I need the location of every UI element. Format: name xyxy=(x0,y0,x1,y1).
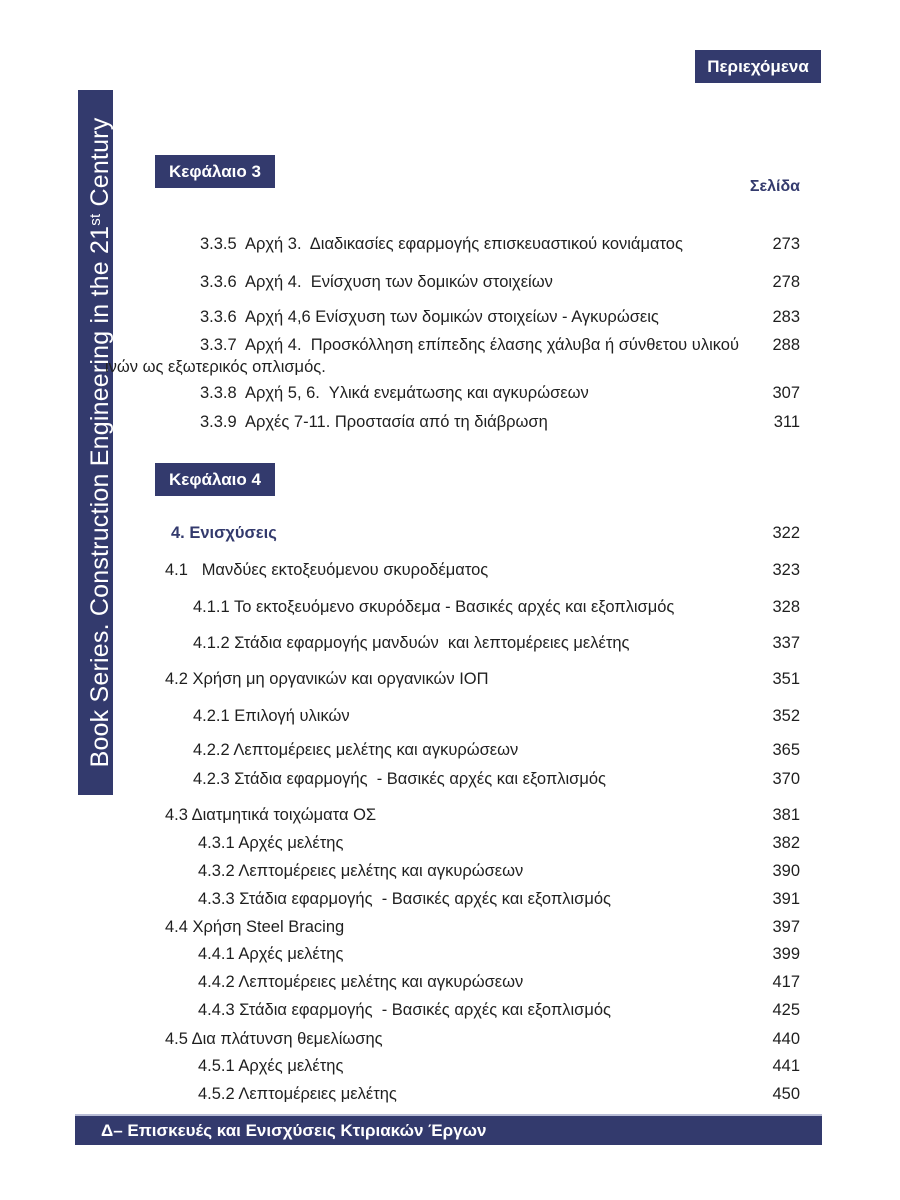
page-column-label: Σελίδα xyxy=(749,178,800,195)
toc-entry-title: 4.3.1 Αρχές μελέτης xyxy=(198,834,344,852)
toc-entry-title: 4. Ενισχύσεις xyxy=(171,524,277,542)
toc-entry-page: 323 xyxy=(772,561,800,579)
toc-row: 3.3.8 Αρχή 5, 6. Υλικά ενεμάτωσης και αγ… xyxy=(105,382,800,404)
toc-entry-page: 441 xyxy=(772,1057,800,1075)
toc-entry-page: 337 xyxy=(772,634,800,652)
toc-entry-page: 397 xyxy=(772,918,800,936)
toc-entry-page: 328 xyxy=(772,598,800,616)
toc-entry-page: 391 xyxy=(772,890,800,908)
toc-entry-title: 3.3.7 Αρχή 4. Προσκόλληση επίπεδης έλαση… xyxy=(105,336,739,376)
toc-entry-page: 399 xyxy=(772,945,800,963)
toc-row: 4.2 Χρήση μη οργανικών και οργανικών ΙΟΠ… xyxy=(105,668,800,690)
book-series-title-sup: st xyxy=(87,213,104,226)
toc-entry-page: 381 xyxy=(772,806,800,824)
toc-entry-page: 370 xyxy=(772,770,800,788)
toc-entry-page: 351 xyxy=(772,670,800,688)
toc-entry-title: 4.2.1 Επιλογή υλικών xyxy=(193,707,350,725)
toc-entry-title: 4.2 Χρήση μη οργανικών και οργανικών ΙΟΠ xyxy=(165,670,489,688)
chapter-4-badge: Κεφάλαιο 4 xyxy=(155,463,275,496)
toc-entry-title: 4.5.1 Αρχές μελέτης xyxy=(198,1057,344,1075)
toc-entry-title: 4.1.2 Στάδια εφαρμογής μανδυών και λεπτο… xyxy=(193,634,630,652)
toc-row: 4.1.1 Το εκτοξευόμενο σκυρόδεμα - Βασικέ… xyxy=(105,596,800,618)
toc-entry-title: 4.1.1 Το εκτοξευόμενο σκυρόδεμα - Βασικέ… xyxy=(193,598,675,616)
toc-entry-title: 4.2.3 Στάδια εφαρμογής - Βασικές αρχές κ… xyxy=(193,770,606,788)
toc-entry-title: 4.4.2 Λεπτομέρειες μελέτης και αγκυρώσεω… xyxy=(198,973,524,991)
toc-row: 4.3 Διατμητικά τοιχώματα ΟΣ 381 xyxy=(105,804,800,826)
toc-row: 4.2.2 Λεπτομέρειες μελέτης και αγκυρώσεω… xyxy=(105,739,800,761)
toc-row: 4.4 Χρήση Steel Bracing 397 xyxy=(105,916,800,938)
toc-row: 3.3.6 Αρχή 4. Ενίσχυση των δομικών στοιχ… xyxy=(105,271,800,293)
toc-row: 4. Ενισχύσεις 322 xyxy=(105,522,800,544)
toc-row: 4.2.1 Επιλογή υλικών 352 xyxy=(105,705,800,727)
toc-content: Κεφάλαιο 3 Σελίδα 3.3.5 Αρχή 3. Διαδικασ… xyxy=(105,155,800,1105)
footer-title: Δ– Επισκευές και Ενισχύσεις Κτιριακών Έρ… xyxy=(101,1121,487,1140)
toc-entry-title: 3.3.8 Αρχή 5, 6. Υλικά ενεμάτωσης και αγ… xyxy=(200,384,589,402)
toc-entry-title: 4.3.3 Στάδια εφαρμογής - Βασικές αρχές κ… xyxy=(198,890,611,908)
toc-entry-title: 4.1 Μανδύες εκτοξευόμενου σκυροδέματος xyxy=(165,561,489,579)
toc-row: 4.3.2 Λεπτομέρειες μελέτης και αγκυρώσεω… xyxy=(105,860,800,882)
toc-entry-page: 322 xyxy=(772,524,800,542)
toc-entry-title: 4.2.2 Λεπτομέρειες μελέτης και αγκυρώσεω… xyxy=(193,741,519,759)
toc-row: 4.4.3 Στάδια εφαρμογής - Βασικές αρχές κ… xyxy=(105,999,800,1021)
toc-row: 4.2.3 Στάδια εφαρμογής - Βασικές αρχές κ… xyxy=(105,768,800,790)
toc-entry-title: 4.3.2 Λεπτομέρειες μελέτης και αγκυρώσεω… xyxy=(198,862,524,880)
toc-entry-title: 4.4.1 Αρχές μελέτης xyxy=(198,945,344,963)
toc-row: 4.4.2 Λεπτομέρειες μελέτης και αγκυρώσεω… xyxy=(105,971,800,993)
toc-entry-page: 417 xyxy=(772,973,800,991)
toc-row: 3.3.7 Αρχή 4. Προσκόλληση επίπεδης έλαση… xyxy=(105,334,800,378)
toc-row: 4.3.3 Στάδια εφαρμογής - Βασικές αρχές κ… xyxy=(105,888,800,910)
toc-entry-title: 4.5.2 Λεπτομέρειες μελέτης xyxy=(198,1085,397,1103)
contents-badge: Περιεχόμενα xyxy=(695,50,821,83)
toc-entry-page: 311 xyxy=(773,413,800,431)
toc-entry-title: 4.4 Χρήση Steel Bracing xyxy=(165,918,345,936)
toc-row: 4.3.1 Αρχές μελέτης 382 xyxy=(105,832,800,854)
book-series-sidebar xyxy=(78,90,113,795)
toc-entry-page: 365 xyxy=(772,741,800,759)
toc-entry-title: 3.3.6 Αρχή 4. Ενίσχυση των δομικών στοιχ… xyxy=(200,273,553,291)
toc-entry-page: 273 xyxy=(772,235,800,253)
toc-row: 4.5.2 Λεπτομέρειες μελέτης 450 xyxy=(105,1083,800,1105)
toc-entry-page: 450 xyxy=(772,1085,800,1103)
footer-bar: Δ– Επισκευές και Ενισχύσεις Κτιριακών Έρ… xyxy=(75,1114,822,1145)
toc-entry-title: 3.3.5 Αρχή 3. Διαδικασίες εφαρμογής επισ… xyxy=(200,235,683,253)
toc-row: 4.4.1 Αρχές μελέτης 399 xyxy=(105,943,800,965)
toc-entry-page: 278 xyxy=(772,273,800,291)
toc-entry-title: 3.3.9 Αρχές 7-11. Προστασία από τη διάβρ… xyxy=(200,413,548,431)
toc-entry-page: 307 xyxy=(772,384,800,402)
toc-row: 4.1.2 Στάδια εφαρμογής μανδυών και λεπτο… xyxy=(105,632,800,654)
chapter-3-badge: Κεφάλαιο 3 xyxy=(155,155,275,188)
toc-entry-page: 283 xyxy=(772,308,800,326)
toc-entry-page: 288 xyxy=(772,336,800,354)
toc-entry-page: 382 xyxy=(772,834,800,852)
toc-entry-title: 3.3.6 Αρχή 4,6 Ενίσχυση των δομικών στοι… xyxy=(200,308,659,326)
toc-entry-title: 4.5 Δια πλάτυνση θεμελίωσης xyxy=(165,1030,383,1048)
toc-row: 4.1 Μανδύες εκτοξευόμενου σκυροδέματος 3… xyxy=(105,559,800,581)
toc-entry-page: 352 xyxy=(772,707,800,725)
toc-entry-title: 4.3 Διατμητικά τοιχώματα ΟΣ xyxy=(165,806,377,824)
toc-row: 3.3.9 Αρχές 7-11. Προστασία από τη διάβρ… xyxy=(105,411,800,433)
toc-row: 4.5.1 Αρχές μελέτης 441 xyxy=(105,1055,800,1077)
toc-entry-page: 390 xyxy=(772,862,800,880)
toc-entry-page: 440 xyxy=(772,1030,800,1048)
toc-entry-page: 425 xyxy=(772,1001,800,1019)
toc-row: 4.5 Δια πλάτυνση θεμελίωσης 440 xyxy=(105,1028,800,1050)
toc-entry-title: 4.4.3 Στάδια εφαρμογής - Βασικές αρχές κ… xyxy=(198,1001,611,1019)
toc-row: 3.3.6 Αρχή 4,6 Ενίσχυση των δομικών στοι… xyxy=(105,306,800,328)
toc-row: 3.3.5 Αρχή 3. Διαδικασίες εφαρμογής επισ… xyxy=(105,233,800,255)
